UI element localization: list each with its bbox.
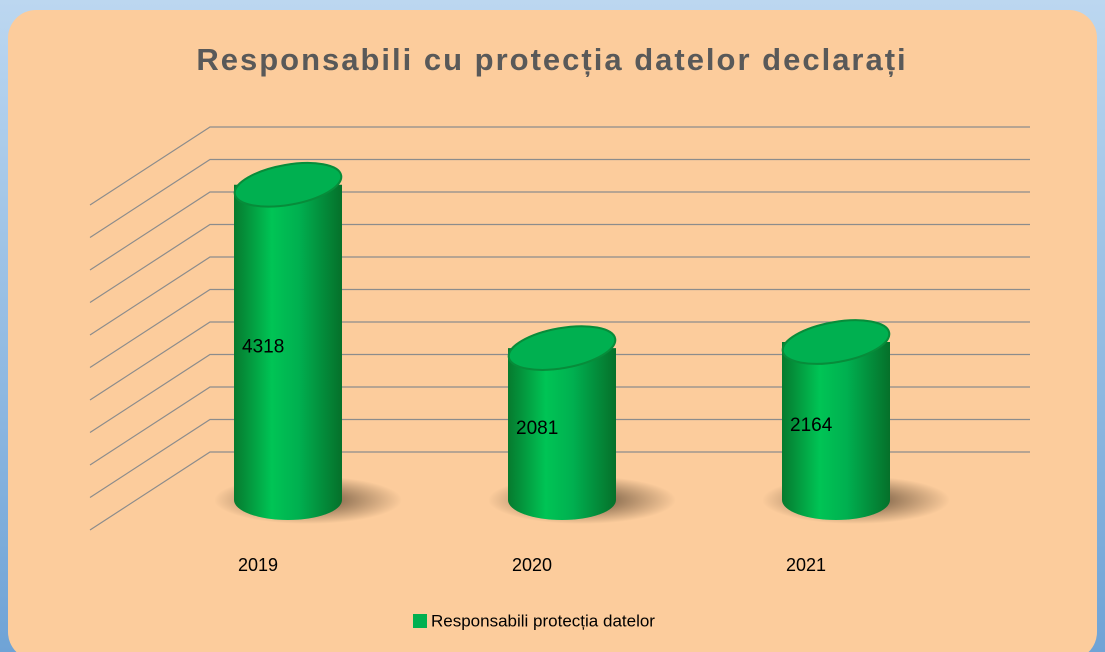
grid-line [89, 158, 1030, 239]
x-tick-label: 2020 [512, 555, 552, 575]
grid-line [89, 288, 1030, 369]
bar-top [781, 319, 891, 365]
grid-line [89, 451, 1030, 531]
data-label: 2081 [516, 418, 558, 439]
legend-swatch [413, 614, 427, 628]
x-tick-label: 2021 [786, 555, 826, 575]
bars: 2019 4318 2020 2081 2021 2164 [214, 161, 950, 575]
grid-line [89, 223, 1030, 304]
bar [234, 184, 342, 520]
grid-line [89, 418, 1030, 499]
chart-title: Responsabili cu protecția datelor declar… [196, 42, 907, 77]
data-label: 2164 [790, 415, 833, 436]
grid-line [89, 191, 1030, 271]
data-label: 4318 [242, 336, 284, 357]
legend-label: Responsabili protecția datelor [431, 611, 655, 630]
grid [89, 126, 1030, 531]
grid-line [89, 353, 1030, 434]
bar-top [233, 161, 343, 208]
bar-top [507, 325, 617, 371]
legend: Responsabili protecția datelor [413, 611, 655, 630]
bar [782, 342, 890, 520]
x-tick-label: 2019 [238, 555, 278, 575]
grid-line [89, 321, 1030, 401]
grid-line [89, 386, 1030, 466]
bar [508, 348, 616, 520]
grid-line [89, 256, 1030, 336]
grid-line [89, 126, 1030, 206]
